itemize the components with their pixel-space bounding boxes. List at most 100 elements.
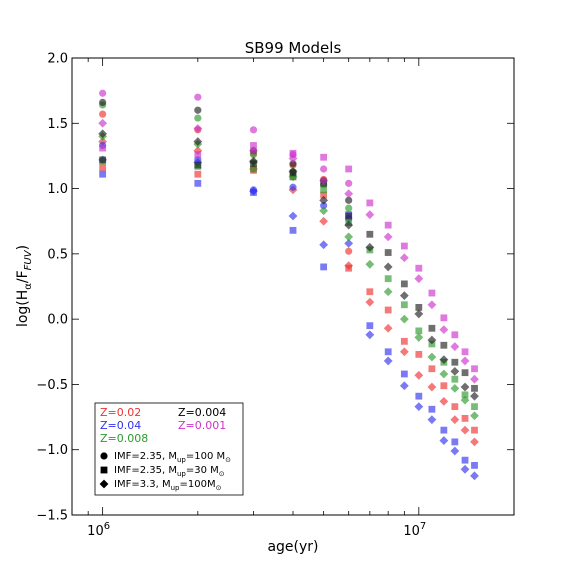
point-z002-square <box>194 170 202 178</box>
point-z004-square <box>451 438 459 446</box>
point-z002-square <box>415 350 423 358</box>
point-z004-diamond <box>427 415 437 425</box>
point-z002-circle <box>99 110 107 118</box>
point-z002-diamond <box>460 425 470 435</box>
point-z0008-square <box>451 375 459 383</box>
point-z0001-diamond <box>383 232 393 242</box>
point-z0001-circle <box>249 126 258 134</box>
point-z0001-square <box>428 289 436 297</box>
point-z0001-square <box>194 151 202 159</box>
point-z0004-diamond <box>450 366 460 376</box>
point-z0008-circle <box>194 114 202 122</box>
point-z002-diamond <box>439 397 449 406</box>
legend-metallicity-label: Z=0.004 <box>178 406 226 419</box>
y-tick-label: −1.5 <box>36 509 68 524</box>
y-tick-label: −0.5 <box>36 378 68 393</box>
point-z0004-diamond <box>193 137 203 146</box>
legend-imf-label: IMF=3.3, Mup=100M⊙ <box>114 479 221 492</box>
point-z002-square <box>451 403 459 411</box>
point-z002-diamond <box>365 297 375 307</box>
point-z004-square <box>400 370 408 378</box>
point-z004-square <box>440 426 448 434</box>
point-z004-square <box>194 179 202 187</box>
point-z004-square <box>428 405 436 413</box>
point-z0001-diamond <box>427 300 437 310</box>
point-z0004-diamond <box>365 242 375 252</box>
point-z004-square <box>320 263 328 271</box>
point-z0004-square <box>366 230 374 238</box>
y-tick-label: 1.5 <box>47 117 68 132</box>
x-axis-title: age(yr) <box>267 539 318 555</box>
point-z002-square <box>471 426 478 434</box>
point-z0001-diamond <box>470 374 479 384</box>
point-z0001-diamond <box>460 356 470 366</box>
point-z0001-circle <box>194 93 202 101</box>
point-z0004-square <box>451 358 459 366</box>
point-z0004-circle <box>289 160 297 168</box>
point-z004-circle <box>320 201 328 210</box>
point-z0008-diamond <box>344 232 354 242</box>
point-z0008-circle <box>345 204 353 212</box>
y-tick-label: 2.0 <box>47 52 68 67</box>
point-z002-diamond <box>399 347 409 357</box>
legend-metallicity-label: Z=0.04 <box>100 419 141 432</box>
point-z004-diamond <box>450 446 460 456</box>
point-z0004-square <box>461 369 469 377</box>
y-tick-label: 0.5 <box>47 247 68 262</box>
point-z0008-square <box>250 165 257 173</box>
point-z004-square <box>384 348 392 356</box>
point-z002-diamond <box>450 415 460 425</box>
point-z0004-circle <box>99 98 107 106</box>
point-z0001-diamond <box>439 325 449 334</box>
point-z0004-square <box>440 341 448 349</box>
point-z004-diamond <box>288 211 298 221</box>
point-z0004-diamond <box>383 262 393 272</box>
legend-imf-entries: IMF=2.35, Mup=100 M⊙IMF=2.35, Mup=30 M⊙I… <box>99 451 231 492</box>
data-points <box>98 89 479 481</box>
point-z0001-diamond <box>193 124 203 133</box>
point-z004-diamond <box>383 356 393 366</box>
point-z004-square <box>99 170 107 178</box>
point-z0001-square <box>415 264 423 272</box>
point-z004-diamond <box>399 381 409 391</box>
point-z004-diamond <box>439 436 449 445</box>
point-z0008-diamond <box>383 287 393 297</box>
legend-metallicity-label: Z=0.008 <box>100 432 148 445</box>
point-z0001-square <box>366 199 374 207</box>
point-z0004-diamond <box>399 291 409 301</box>
point-z0004-square <box>400 280 408 288</box>
point-z0001-diamond <box>249 146 258 156</box>
point-z0001-square <box>345 165 353 173</box>
point-z002-square <box>366 288 374 296</box>
point-z0004-diamond <box>439 355 449 365</box>
point-z0004-square <box>99 156 107 164</box>
point-z0008-square <box>400 301 408 309</box>
point-z0004-diamond <box>427 335 437 345</box>
point-z0001-square <box>320 153 328 161</box>
point-z0008-diamond <box>288 172 298 182</box>
point-z002-circle <box>345 247 353 255</box>
point-z0001-square <box>400 242 408 250</box>
point-z0004-circle <box>345 196 353 204</box>
point-z0008-square <box>461 391 469 399</box>
point-z0001-square <box>289 149 297 157</box>
point-z002-diamond <box>470 437 479 447</box>
point-z0004-circle <box>194 106 202 114</box>
legend-metallicity-label: Z=0.02 <box>100 406 141 419</box>
point-z0008-square <box>415 327 423 335</box>
legend-imf-label: IMF=2.35, Mup=30 M⊙ <box>114 465 225 478</box>
y-tick-label: −1.0 <box>36 443 68 458</box>
point-z0008-diamond <box>439 369 449 379</box>
y-tick-label: 0.0 <box>47 313 68 328</box>
point-z0001-diamond <box>319 176 329 186</box>
point-z0004-diamond <box>319 195 329 205</box>
point-z0001-circle <box>99 89 107 97</box>
point-z0001-square <box>461 348 469 356</box>
point-z002-diamond <box>427 382 437 392</box>
point-z002-diamond <box>319 216 329 226</box>
point-z0004-square <box>194 161 202 169</box>
point-z0008-diamond <box>399 314 409 324</box>
point-z0008-diamond <box>427 352 437 362</box>
point-z002-diamond <box>344 261 354 271</box>
